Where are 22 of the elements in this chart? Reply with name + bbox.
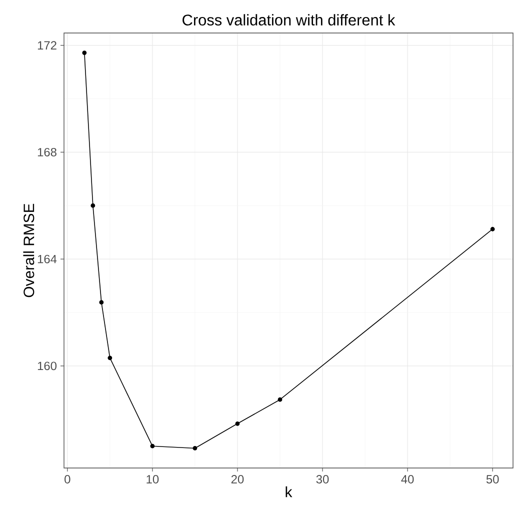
point: [90, 203, 96, 208]
x-tick-label: 10: [146, 475, 159, 484]
y-axis-title: Overall RMSE: [23, 204, 34, 298]
x-tick-label: 0: [64, 475, 70, 484]
point: [82, 50, 87, 55]
y-tick-label: 168: [38, 148, 56, 156]
point: [108, 356, 112, 360]
point: [150, 444, 155, 448]
x-tick-label: 50: [486, 475, 499, 484]
point: [192, 446, 198, 450]
point: [99, 300, 104, 305]
chart-title: Cross validation with different k: [182, 14, 396, 26]
x-axis-title: k: [286, 486, 292, 498]
x-tick-label: 30: [316, 475, 329, 484]
x-tick-label: 40: [401, 475, 414, 484]
point: [278, 397, 282, 402]
point: [490, 226, 495, 232]
point: [235, 421, 240, 426]
y-tick-label: 164: [38, 254, 57, 264]
y-tick-label: 160: [38, 362, 57, 370]
x-tick-label: 20: [231, 475, 244, 484]
y-tick-label: 172: [38, 41, 56, 50]
